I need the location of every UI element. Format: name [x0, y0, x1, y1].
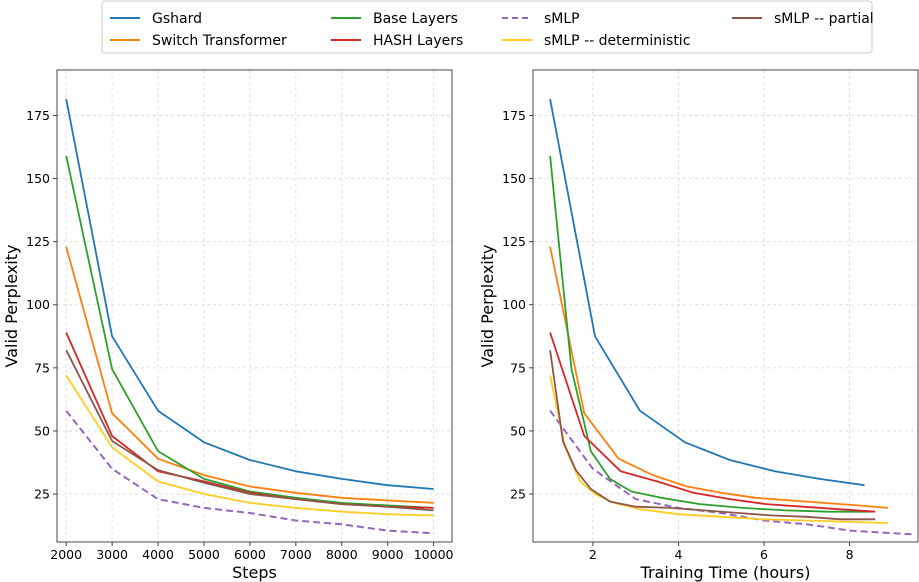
y-tick-label: 75 — [34, 360, 50, 375]
legend-frame — [101, 0, 873, 54]
legend-item-switch-transformer: Switch Transformer — [110, 33, 287, 49]
legend-item-base-layers: Base Layers — [331, 11, 458, 27]
y-tick-label: 75 — [510, 360, 526, 375]
y-tick-label: 50 — [510, 423, 526, 438]
x-tick-label: 7000 — [280, 547, 312, 562]
series-line-smlp-partial — [549, 350, 876, 521]
legend-item-hash-layers: HASH Layers — [331, 33, 463, 49]
x-tick-label: 6 — [760, 547, 768, 562]
y-tick-label: 50 — [34, 423, 50, 438]
y-tick-label: 100 — [502, 297, 526, 312]
y-tick-label: 150 — [502, 171, 526, 186]
legend-item-smlp: sMLP — [502, 11, 580, 27]
x-axis: 2000 3000 4000 5000 6000 7000 8000 9000 10000 — [50, 542, 454, 562]
series-line-hash-layers — [549, 332, 876, 513]
series-line-switch-transformer — [65, 246, 434, 504]
plot-frame — [56, 69, 453, 543]
x-axis-label: Training Time (hours) — [640, 563, 811, 582]
y-axis-label: Valid Perplexity — [478, 245, 497, 368]
series-line-gshard — [65, 98, 434, 490]
series-group — [65, 98, 434, 535]
y-axis-label: Valid Perplexity — [2, 245, 21, 368]
series-line-base-layers — [549, 155, 871, 513]
x-tick-label: 10000 — [414, 547, 454, 562]
x-tick-label: 8000 — [326, 547, 358, 562]
series-line-base-layers — [65, 155, 434, 509]
y-tick-label: 100 — [26, 297, 50, 312]
y-tick-label: 25 — [34, 487, 50, 502]
y-tick-label: 25 — [510, 487, 526, 502]
legend-label: HASH Layers — [373, 33, 463, 49]
legend-label: Gshard — [152, 11, 202, 27]
legend-label: Base Layers — [373, 11, 458, 27]
chart-training-time: 2 4 6 8 25 50 75 100 125 150 175 Training Time (hou… — [478, 69, 919, 582]
x-axis: 2 4 6 8 — [589, 542, 854, 562]
y-tick-label: 125 — [26, 234, 50, 249]
x-tick-label: 5000 — [188, 547, 220, 562]
x-tick-label: 6000 — [234, 547, 266, 562]
legend-label: sMLP -- deterministic — [544, 33, 690, 49]
legend-label: sMLP — [544, 11, 580, 27]
series-line-switch-transformer — [549, 246, 889, 509]
x-tick-label: 4 — [674, 547, 682, 562]
x-tick-label: 2000 — [50, 547, 82, 562]
legend-label: Switch Transformer — [152, 33, 287, 49]
grid — [57, 70, 452, 542]
y-tick-label: 175 — [26, 108, 50, 123]
y-tick-label: 125 — [502, 234, 526, 249]
legend-item-smlp-deterministic: sMLP -- deterministic — [502, 33, 690, 49]
series-line-smlp — [65, 410, 434, 535]
y-tick-label: 175 — [502, 108, 526, 123]
x-tick-label: 2 — [589, 547, 597, 562]
legend: Gshard Switch Transformer Base Layers HASH … — [101, 0, 874, 54]
y-tick-label: 150 — [26, 171, 50, 186]
series-group — [549, 98, 914, 536]
y-axis: 25 50 75 100 125 150 175 — [26, 108, 57, 502]
series-line-smlp-deterministic — [65, 374, 434, 517]
chart-steps: 2000 3000 4000 5000 6000 7000 8000 9000 10000 25 5… — [2, 69, 454, 582]
series-line-smlp-partial — [65, 349, 434, 512]
legend-item-gshard: Gshard — [110, 11, 202, 27]
series-line-smlp-deterministic — [549, 375, 889, 524]
legend-item-smlp-partial: sMLP -- partial — [732, 11, 874, 27]
grid — [533, 70, 918, 542]
plot-frame — [532, 69, 919, 543]
x-tick-label: 3000 — [96, 547, 128, 562]
x-tick-label: 9000 — [372, 547, 404, 562]
x-tick-label: 8 — [846, 547, 854, 562]
legend-label: sMLP -- partial — [774, 11, 874, 27]
y-axis: 25 50 75 100 125 150 175 — [502, 108, 533, 502]
x-tick-label: 4000 — [142, 547, 174, 562]
series-line-gshard — [549, 98, 865, 487]
series-line-smlp — [549, 410, 914, 536]
x-axis-label: Steps — [232, 563, 277, 582]
